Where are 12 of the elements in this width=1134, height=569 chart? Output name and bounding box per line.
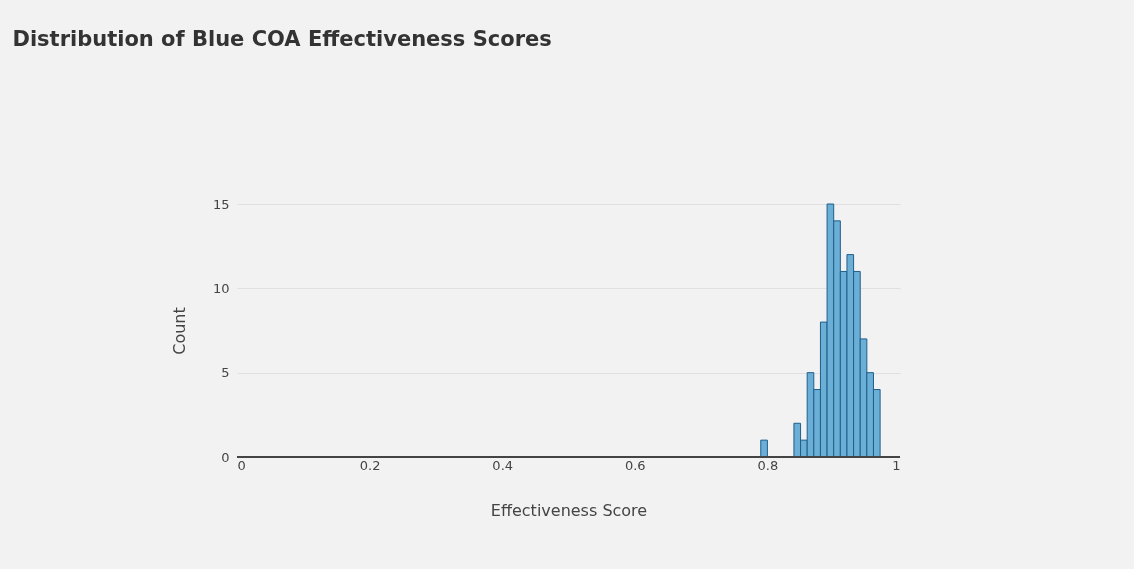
- x-tick-label: 0: [237, 457, 246, 473]
- x-tick-label: 0.4: [492, 457, 514, 473]
- y-tick-label: 15: [212, 196, 230, 212]
- y-tick-label: 5: [221, 365, 230, 381]
- x-tick-label: 0.8: [757, 457, 779, 473]
- y-tick-label: 10: [212, 280, 230, 296]
- x-tick-label: 0.6: [624, 457, 646, 473]
- x-tick-label: 1: [892, 457, 901, 473]
- x-tick-label: 0.2: [359, 457, 381, 473]
- y-axis-title: Count: [169, 307, 189, 355]
- chart-title: Distribution of Blue COA Effectiveness Scores: [12, 27, 552, 51]
- x-axis-title: Effectiveness Score: [490, 500, 648, 520]
